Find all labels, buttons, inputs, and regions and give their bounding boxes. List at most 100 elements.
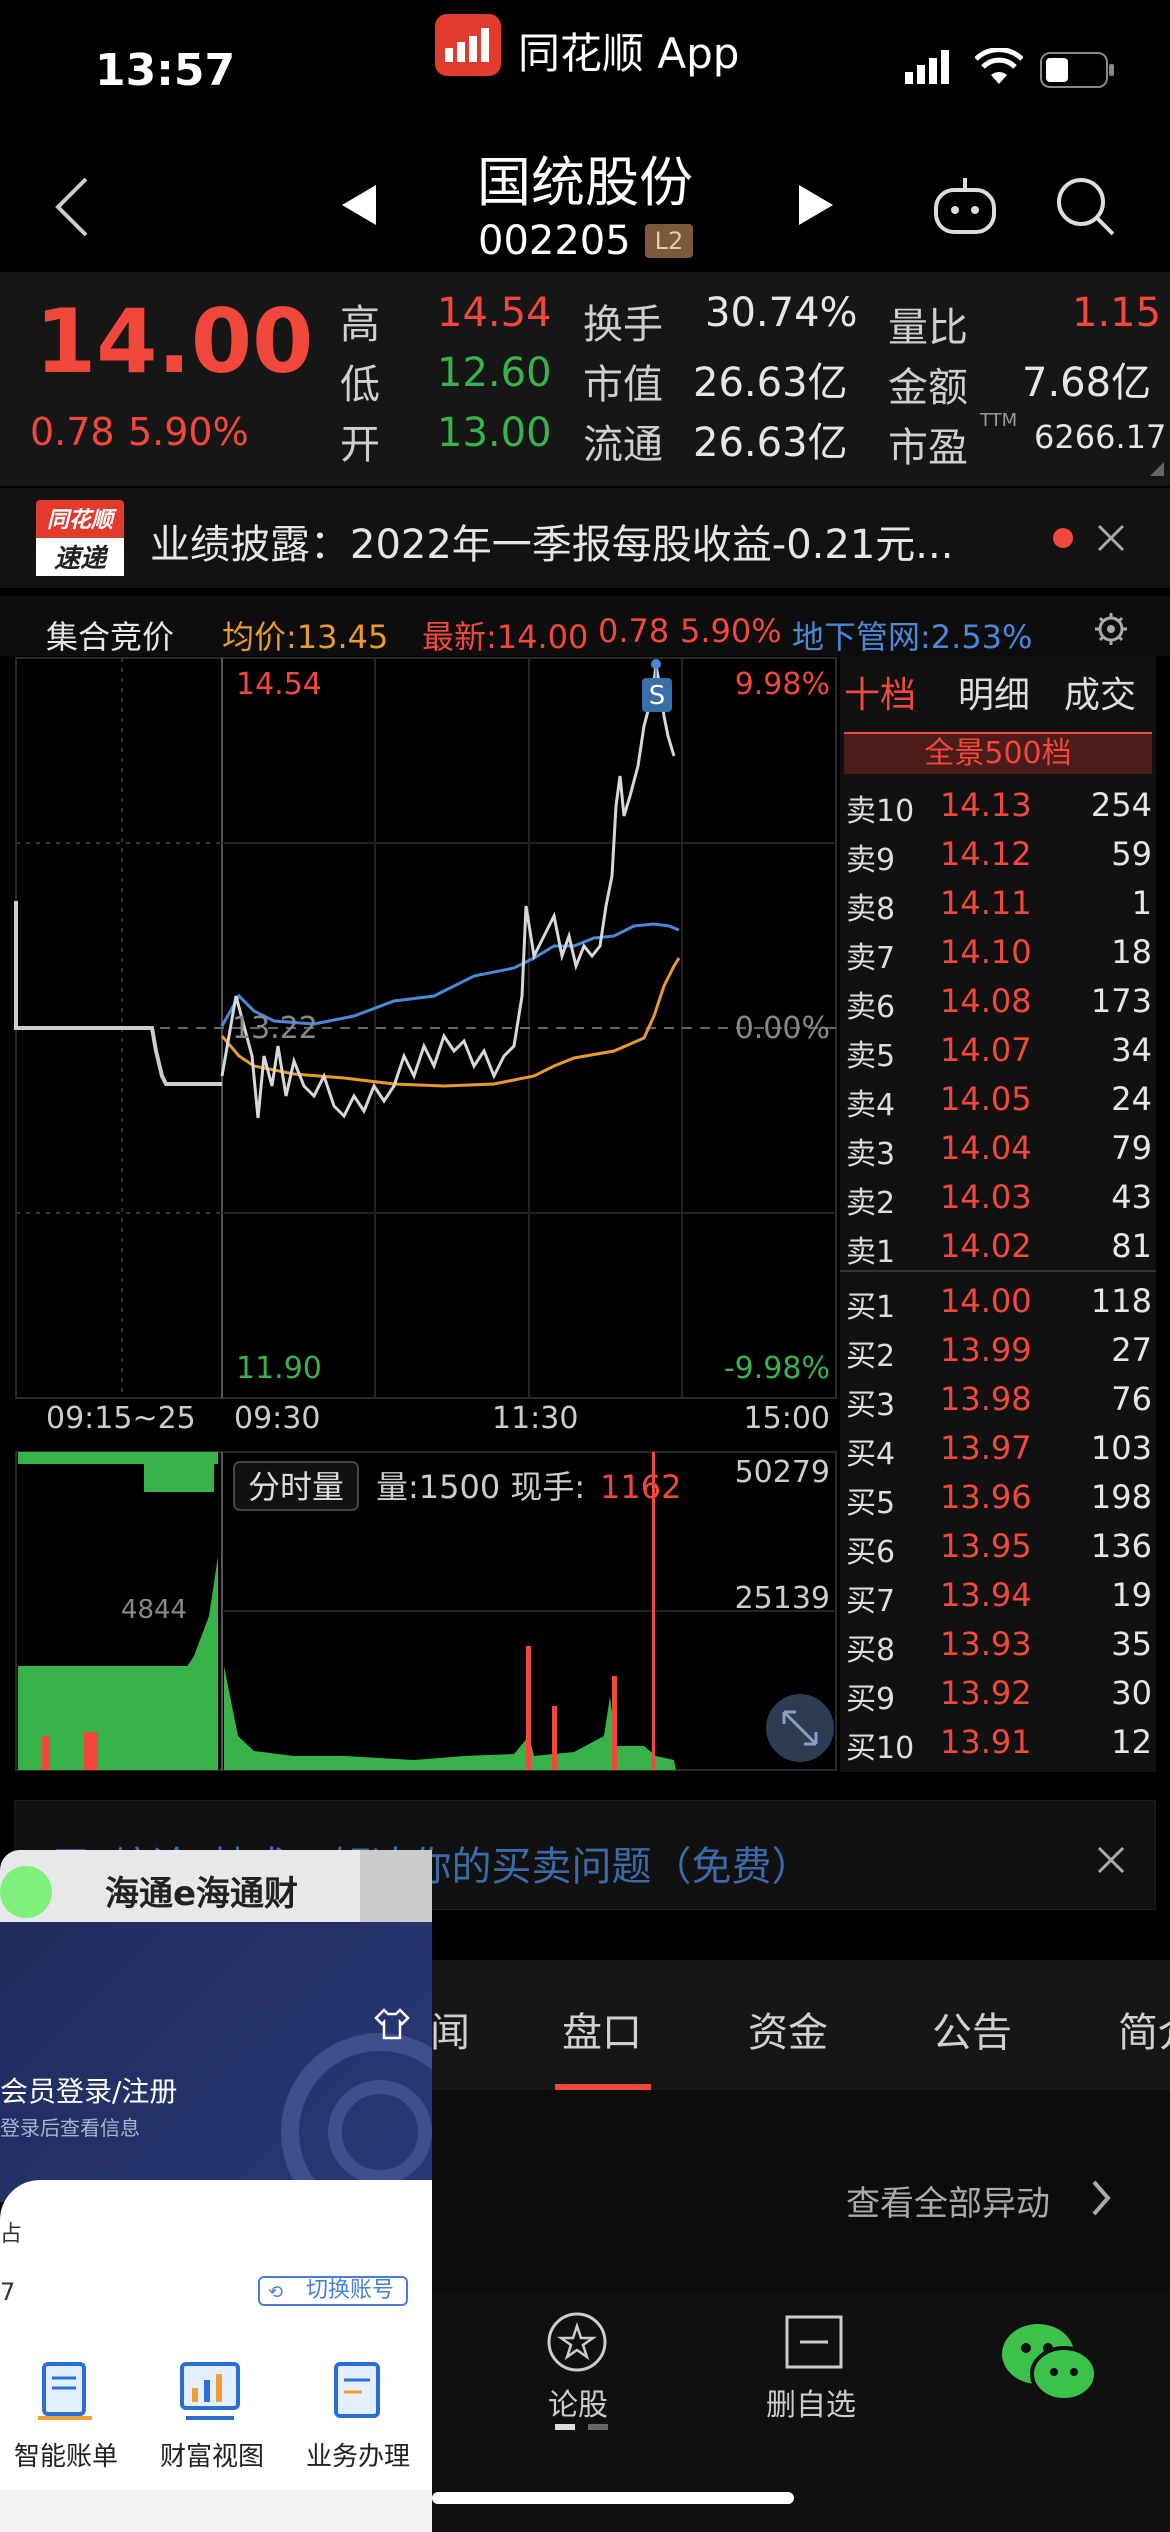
- bid-row[interactable]: 买2 13.99 27: [840, 1325, 1156, 1374]
- ask-row[interactable]: 卖2 14.03 43: [840, 1172, 1156, 1221]
- ask-row[interactable]: 卖4 14.05 24: [840, 1074, 1156, 1123]
- tab-order[interactable]: 盘口: [562, 2010, 642, 2056]
- vol-ratio-label: 量比: [888, 305, 968, 351]
- level-volume: 43: [1111, 1178, 1152, 1216]
- bid-row[interactable]: 买8 13.93 35: [840, 1619, 1156, 1668]
- app-name: 同花顺 App: [518, 29, 740, 78]
- wifi-icon: [975, 48, 1023, 84]
- ask-row[interactable]: 卖9 14.12 59: [840, 829, 1156, 878]
- wealth-chart-icon[interactable]: [178, 2360, 242, 2424]
- ask-row[interactable]: 卖8 14.11 1: [840, 878, 1156, 927]
- wechat-icon[interactable]: [1000, 2320, 1100, 2406]
- level-label: 买7: [846, 1584, 896, 1619]
- bid-row[interactable]: 买7 13.94 19: [840, 1570, 1156, 1619]
- sector-pipe[interactable]: 地下管网:2.53%: [792, 618, 1033, 656]
- bid-row[interactable]: 买5 13.96 198: [840, 1472, 1156, 1521]
- tab-funds[interactable]: 资金: [748, 2010, 828, 2056]
- level-price: 13.95: [940, 1527, 1032, 1565]
- intraday-chart[interactable]: S 14.54 9.98% 13.22 0.00% 11.90 -9.98% 0…: [14, 656, 840, 1772]
- bid-row[interactable]: 买4 13.97 103: [840, 1423, 1156, 1472]
- level-label: 卖5: [846, 1039, 896, 1074]
- auction-volume-label: 4844: [121, 1595, 187, 1625]
- close-icon[interactable]: [1097, 524, 1125, 552]
- low-value: 12.60: [437, 350, 552, 396]
- auction-label[interactable]: 集合竞价: [46, 618, 175, 656]
- tab-news[interactable]: 闻: [430, 2010, 470, 2056]
- ask-row[interactable]: 卖3 14.04 79: [840, 1123, 1156, 1172]
- level-label: 买9: [846, 1682, 896, 1717]
- level-price: 14.08: [940, 982, 1032, 1020]
- status-time: 13:57: [95, 45, 236, 96]
- overlay-banner[interactable]: [0, 1922, 432, 2202]
- level-badge[interactable]: L2: [645, 224, 693, 258]
- prev-stock-icon[interactable]: [340, 183, 380, 227]
- ask-row[interactable]: 卖7 14.10 18: [840, 927, 1156, 976]
- tab-trades[interactable]: 成交: [1064, 675, 1137, 716]
- level-volume: 136: [1090, 1527, 1152, 1565]
- level-label: 卖3: [846, 1137, 896, 1172]
- level-volume: 18: [1111, 933, 1152, 971]
- overlay-item-business[interactable]: 业务办理: [306, 2442, 411, 2472]
- overlay-item-bill[interactable]: 智能账单: [14, 2442, 119, 2472]
- float-label: 流通: [583, 422, 663, 468]
- expand-corner-icon[interactable]: [1150, 462, 1164, 476]
- ask-row[interactable]: 卖1 14.02 81: [840, 1221, 1156, 1270]
- bid-row[interactable]: 买10 13.91 12: [840, 1717, 1156, 1766]
- forum-icon[interactable]: [545, 2310, 609, 2374]
- chart-zero-pct: 0.00%: [735, 1011, 830, 1046]
- full-depth-button[interactable]: 全景500档: [844, 732, 1152, 774]
- bill-icon[interactable]: [34, 2360, 98, 2424]
- tab-announcements[interactable]: 公告: [932, 2010, 1012, 2056]
- tab-profile[interactable]: 简介: [1118, 2010, 1170, 2056]
- price-change-pct: 5.90%: [128, 410, 249, 454]
- home-indicator[interactable]: [432, 2492, 794, 2504]
- overlay-login[interactable]: 会员登录/注册: [0, 2075, 178, 2108]
- search-icon[interactable]: [1055, 176, 1117, 238]
- ask-row[interactable]: 卖6 14.08 173: [840, 976, 1156, 1025]
- overlay-handle[interactable]: [360, 1850, 432, 1922]
- delete-watch-icon[interactable]: [784, 2314, 844, 2370]
- notice-logo-bottom: 速递: [36, 538, 124, 576]
- vol-ratio-value: 1.15: [1072, 290, 1162, 336]
- level-price: 14.07: [940, 1031, 1032, 1069]
- tab-ten-levels[interactable]: 十档: [844, 675, 917, 716]
- chevron-right-icon[interactable]: [1090, 2180, 1112, 2216]
- level-volume: 24: [1111, 1080, 1152, 1118]
- shirt-icon[interactable]: [374, 2008, 410, 2040]
- amount-label: 金额: [888, 365, 968, 411]
- bid-row[interactable]: 买6 13.95 136: [840, 1521, 1156, 1570]
- level-volume: 12: [1111, 1723, 1152, 1761]
- robot-icon[interactable]: [930, 176, 1000, 236]
- delete-watch-label[interactable]: 删自选: [766, 2388, 856, 2423]
- pe-label: 市盈: [888, 425, 968, 471]
- bid-row[interactable]: 买1 14.00 118: [840, 1276, 1156, 1325]
- turnover-label: 换手: [583, 302, 663, 348]
- back-icon[interactable]: [52, 175, 92, 239]
- notice-bar[interactable]: [0, 488, 1170, 588]
- level-label: 卖4: [846, 1088, 896, 1123]
- tab-details[interactable]: 明细: [958, 675, 1031, 716]
- overlay-item-wealth[interactable]: 财富视图: [160, 2442, 265, 2472]
- bid-row[interactable]: 买3 13.98 76: [840, 1374, 1156, 1423]
- promo-close-icon[interactable]: [1097, 1846, 1125, 1874]
- chart-preclose: 13.22: [232, 1011, 318, 1046]
- bid-row[interactable]: 买9 13.92 30: [840, 1668, 1156, 1717]
- ask-row[interactable]: 卖10 14.13 254: [840, 780, 1156, 829]
- notice-text[interactable]: 业绩披露：2022年一季报每股收益-0.21元...: [150, 522, 954, 568]
- switch-account-button[interactable]: 切换账号: [258, 2276, 408, 2306]
- forum-label[interactable]: 论股: [548, 2388, 608, 2423]
- battery-icon: [1040, 52, 1114, 88]
- next-stock-icon[interactable]: [795, 183, 835, 227]
- settings-icon[interactable]: [1093, 611, 1129, 647]
- ask-row[interactable]: 卖5 14.07 34: [840, 1025, 1156, 1074]
- business-icon[interactable]: [326, 2360, 390, 2424]
- overlay-title: 海通e海通财: [105, 1874, 299, 1914]
- level-label: 卖9: [846, 843, 896, 878]
- low-label: 低: [340, 362, 380, 408]
- volume-tag-box[interactable]: [233, 1461, 359, 1511]
- sell-signal-marker[interactable]: [642, 678, 672, 712]
- view-all-link[interactable]: 查看全部异动: [846, 2184, 1050, 2224]
- overlay-fragment-1: 占: [0, 2222, 23, 2247]
- book-divider: [840, 1270, 1156, 1272]
- level-label: 买4: [846, 1437, 896, 1472]
